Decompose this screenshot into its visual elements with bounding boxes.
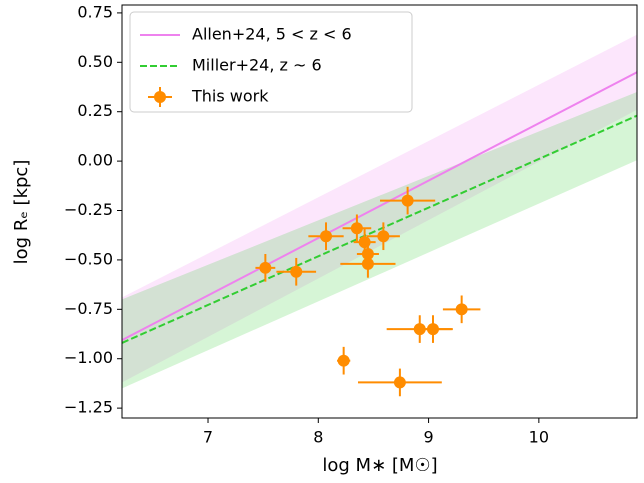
x-tick-label: 8: [313, 428, 323, 447]
point: [455, 303, 468, 316]
y-tick-label: 0.00: [77, 151, 113, 170]
x-tick-label: 9: [423, 428, 433, 447]
legend-box: [129, 11, 413, 113]
y-tick-label: 0.50: [77, 52, 113, 71]
y-axis-label: log Rₑ [kpc]: [11, 160, 32, 265]
point: [426, 323, 439, 336]
band: [122, 34, 637, 383]
point: [259, 261, 272, 274]
x-tick-label: 7: [203, 428, 213, 447]
fit-line: [121, 71, 638, 342]
y-tick-label: 0.75: [77, 2, 113, 21]
point: [361, 257, 374, 270]
legend-label: Allen+24, 5 < z < 6: [192, 25, 352, 44]
y-tick-label: −0.50: [64, 249, 113, 268]
y-tick-label: −1.25: [64, 398, 113, 417]
point: [290, 265, 303, 278]
legend-swatch: [154, 91, 166, 103]
point: [393, 376, 406, 389]
y-tick-label: −0.75: [64, 299, 113, 318]
point: [377, 230, 390, 243]
point: [320, 230, 333, 243]
legend-label: This work: [191, 87, 269, 106]
point: [350, 222, 363, 235]
point: [337, 354, 350, 367]
point: [401, 194, 414, 207]
y-tick-label: −0.25: [64, 200, 113, 219]
x-axis-label: log M∗ [M☉]: [322, 455, 437, 476]
y-tick-label: 0.25: [77, 101, 113, 120]
fit-line: [121, 114, 638, 344]
x-tick-label: 10: [529, 428, 549, 447]
axes-frame: [121, 4, 638, 419]
y-tick-label: −1.00: [64, 348, 113, 367]
legend-label: Miller+24, z ~ 6: [192, 56, 322, 75]
